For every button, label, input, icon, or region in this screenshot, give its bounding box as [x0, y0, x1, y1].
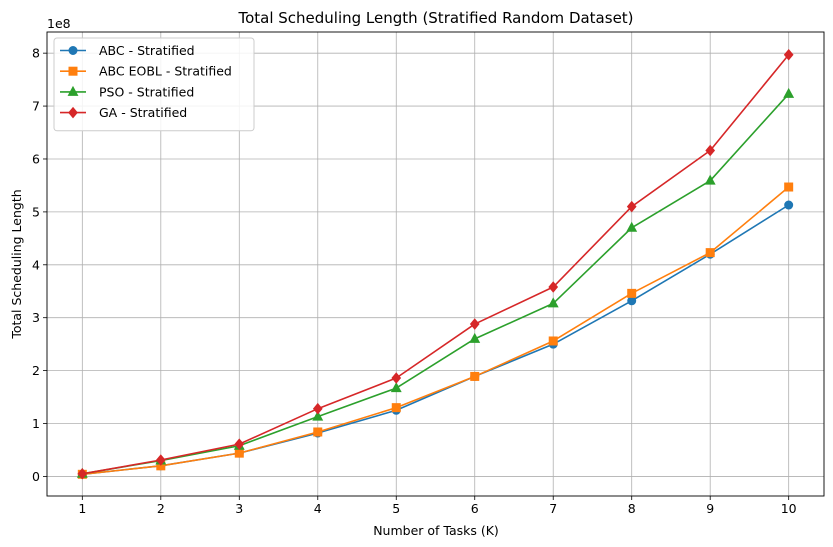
series-2: [77, 182, 794, 479]
series-line: [82, 93, 790, 475]
data-point: [626, 221, 638, 232]
y-tick-label: 4: [32, 257, 40, 272]
legend-label: ABC - Stratified: [99, 43, 195, 58]
x-tick-label: 5: [392, 501, 400, 516]
data-point: [312, 410, 324, 421]
y-tick-label: 7: [32, 99, 40, 114]
series-4: [77, 48, 794, 480]
y-axis-label: Total Scheduling Length: [9, 189, 24, 339]
data-point: [234, 438, 245, 450]
legend-marker: [68, 66, 78, 76]
data-point: [627, 296, 637, 306]
legend-label: GA - Stratified: [99, 105, 187, 120]
data-point: [548, 336, 558, 346]
data-point: [705, 144, 716, 157]
legend-item: ABC EOBL - Stratified: [60, 64, 232, 79]
grid-lines: [47, 32, 824, 496]
legend-item: PSO - Stratified: [60, 84, 194, 99]
data-point: [313, 427, 323, 437]
series-line: [82, 54, 790, 475]
y-tick-label: 2: [32, 363, 40, 378]
data-point: [783, 48, 794, 61]
data-point: [312, 402, 323, 415]
data-point: [470, 371, 480, 381]
data-point: [469, 318, 480, 330]
x-axis-label: Number of Tasks (K): [373, 523, 499, 538]
x-tick-label: 4: [314, 501, 322, 516]
legend-item: ABC - Stratified: [60, 43, 195, 58]
y-tick-label: 6: [32, 151, 40, 166]
legend: ABC - Stratified ABC EOBL - Stratified PSO…: [53, 37, 255, 132]
series-line: [82, 186, 790, 476]
legend-marker: [68, 46, 78, 55]
data-point: [391, 403, 401, 413]
data-point: [77, 468, 88, 480]
series-line: [82, 204, 790, 476]
legend-marker: [68, 106, 78, 119]
chart-title: Total Scheduling Length (Stratified Rand…: [237, 9, 633, 27]
y-tick-label: 8: [32, 46, 40, 61]
data-point: [548, 281, 559, 293]
legend-marker: [67, 85, 79, 96]
plot-area: [46, 31, 825, 497]
x-tick-label: 3: [235, 501, 243, 516]
legend-label: PSO - Stratified: [99, 84, 194, 99]
data-point: [784, 200, 794, 210]
y-tick-label: 5: [32, 204, 40, 219]
x-tick-label: 2: [157, 501, 165, 516]
data-point: [783, 87, 795, 98]
data-point: [391, 372, 402, 384]
data-point: [704, 174, 716, 185]
y-axis-offset-label: 1e8: [47, 16, 71, 31]
y-tick-label: 1: [32, 416, 40, 431]
y-tick-label: 3: [32, 310, 40, 325]
data-point: [469, 332, 481, 343]
axis-ticks: 1 2 3 4 5 6 7 8 9 10 0 1 2 3 4 5 6 7 8: [32, 46, 797, 516]
legend-label: ABC EOBL - Stratified: [99, 64, 232, 79]
series-lines: [76, 48, 795, 480]
data-point: [155, 454, 166, 466]
x-tick-label: 7: [549, 501, 557, 516]
x-tick-label: 9: [706, 501, 714, 516]
y-tick-label: 0: [32, 469, 40, 484]
legend-item: GA - Stratified: [60, 105, 187, 120]
x-tick-label: 10: [781, 501, 797, 516]
x-tick-label: 1: [78, 501, 86, 516]
data-point: [627, 288, 637, 298]
x-tick-label: 6: [471, 501, 479, 516]
data-point: [547, 297, 559, 308]
series-1: [77, 200, 794, 479]
data-point: [234, 448, 244, 458]
data-point: [390, 382, 402, 393]
data-point: [784, 182, 794, 192]
legend-box: [53, 37, 255, 132]
series-3: [76, 87, 795, 478]
data-point: [705, 248, 715, 258]
x-tick-label: 8: [628, 501, 636, 516]
data-point: [626, 200, 637, 213]
